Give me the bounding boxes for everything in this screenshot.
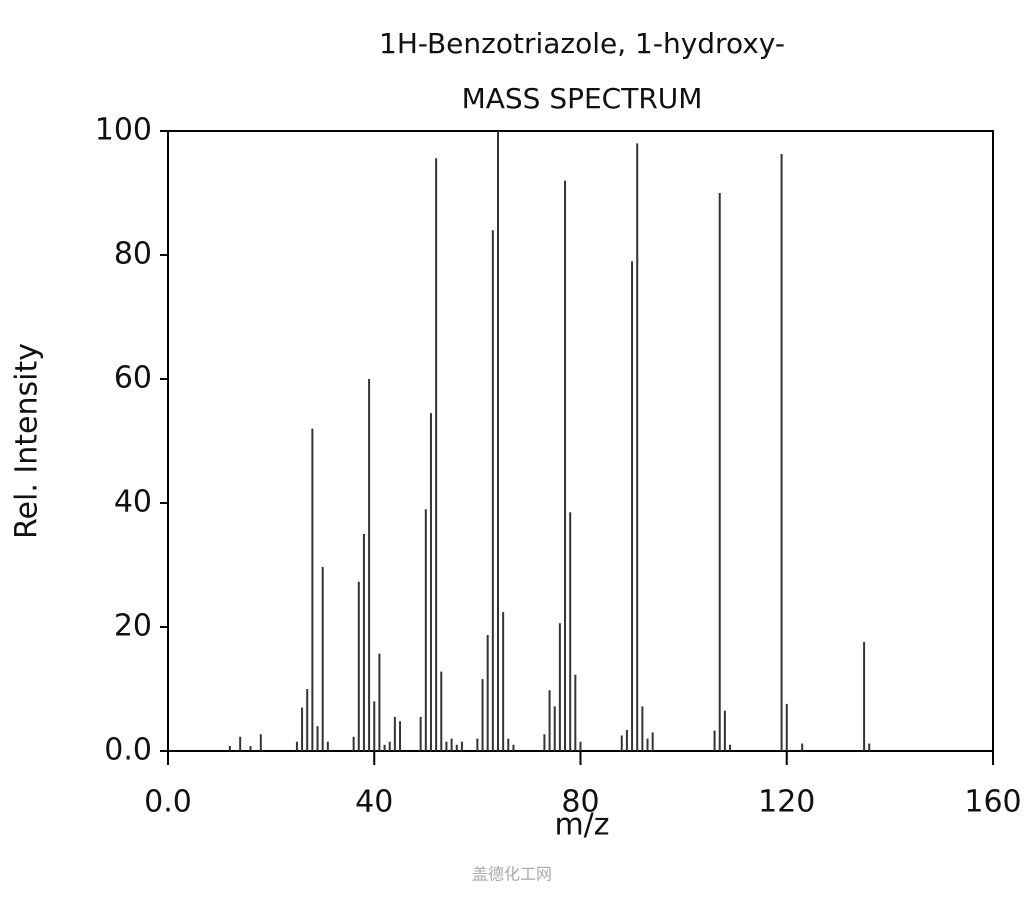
- x-tick-label: 0.0: [144, 785, 192, 820]
- x-axis-label: m/z: [554, 808, 609, 843]
- y-tick-label: 80: [114, 237, 152, 272]
- y-tick-label: 100: [95, 113, 152, 148]
- y-axis-label: Rel. Intensity: [10, 343, 45, 539]
- x-tick-label: 40: [355, 785, 393, 820]
- x-tick-label: 80: [561, 785, 599, 820]
- y-tick-label: 0.0: [104, 733, 152, 768]
- x-tick-label: 120: [758, 785, 815, 820]
- chart-subtitle: MASS SPECTRUM: [462, 82, 703, 115]
- chart-title: 1H-Benzotriazole, 1-hydroxy-: [379, 27, 785, 60]
- plot-frame: [167, 130, 994, 752]
- y-tick-label: 40: [114, 485, 152, 520]
- y-tick-label: 60: [114, 361, 152, 396]
- watermark: 盖德化工网: [472, 865, 552, 884]
- x-tick-label: 160: [964, 785, 1021, 820]
- y-tick-label: 20: [114, 609, 152, 644]
